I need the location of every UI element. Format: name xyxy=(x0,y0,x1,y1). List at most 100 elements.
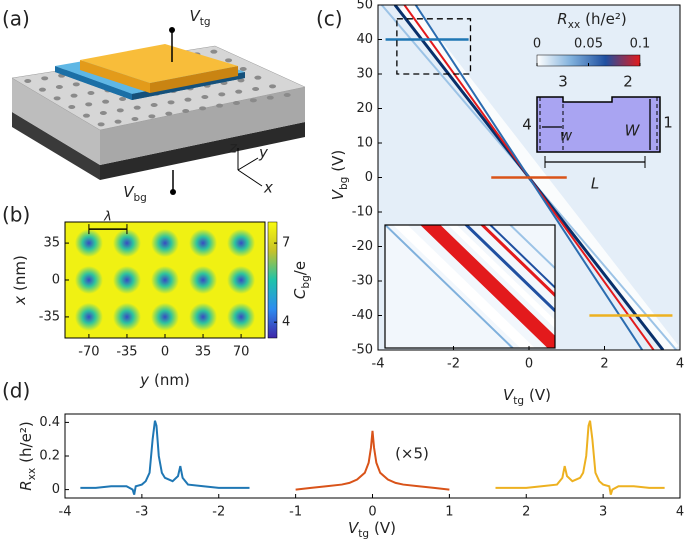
hole xyxy=(97,122,105,127)
hole xyxy=(72,82,80,87)
hole xyxy=(249,98,257,103)
label-part: bg xyxy=(338,177,350,190)
zoom-inset xyxy=(384,224,556,349)
hole xyxy=(201,95,209,99)
device-label: w xyxy=(560,127,573,145)
y-tick-label: -40 xyxy=(352,308,373,323)
axis-name: x xyxy=(263,179,273,197)
hole xyxy=(283,93,291,97)
hole xyxy=(165,111,173,116)
device-label: W xyxy=(625,122,641,140)
data-line xyxy=(80,420,250,495)
hole xyxy=(70,93,78,98)
label-part: R xyxy=(557,10,567,28)
stripe xyxy=(385,225,515,348)
x-tick-label: 1 xyxy=(445,505,453,520)
label-part: V xyxy=(123,183,135,201)
axis-label: Rxx (h/e²) xyxy=(17,421,39,490)
x-tick-label: -1 xyxy=(289,505,302,520)
x-tick-label: -4 xyxy=(372,357,385,372)
hole xyxy=(269,84,277,89)
colorbar-tick-label: 4 xyxy=(282,315,290,330)
hole xyxy=(254,75,262,80)
x-tick-label: 0 xyxy=(525,357,533,372)
axis-label: Vtg (V) xyxy=(503,386,551,408)
y-tick-label: 0 xyxy=(52,482,60,497)
label-part: tg xyxy=(200,16,211,28)
potential-dot xyxy=(112,266,141,294)
label-part: (V) xyxy=(374,519,396,537)
y-tick-label: 0 xyxy=(365,170,373,185)
x-tick-label: 0 xyxy=(161,345,169,360)
hole xyxy=(216,103,224,108)
panel-label: (c) xyxy=(316,7,343,31)
y-tick-label: -30 xyxy=(352,274,373,289)
device-schematic xyxy=(11,27,306,195)
hole xyxy=(87,91,95,95)
stripe xyxy=(420,225,555,348)
potential-dot xyxy=(189,266,218,294)
potential-dot xyxy=(112,229,141,258)
y-tick-label: -10 xyxy=(352,205,373,220)
potential-dot xyxy=(74,302,103,331)
hole xyxy=(38,87,46,92)
device-label: 3 xyxy=(558,73,568,91)
y-tick-label: 0 xyxy=(52,273,60,288)
potential-dot xyxy=(151,302,179,331)
hole xyxy=(184,97,192,102)
potential-dot xyxy=(227,229,256,258)
potential-dot xyxy=(74,229,103,258)
label-part: tg xyxy=(513,395,524,407)
device-label: 4 xyxy=(522,116,532,134)
colorbar-tick-label: 7 xyxy=(282,236,290,251)
label-part: V xyxy=(329,188,347,200)
hole xyxy=(148,114,156,119)
y-tick-label: 0.2 xyxy=(39,449,60,464)
hole xyxy=(55,85,63,89)
potential-dot xyxy=(74,266,103,294)
hole xyxy=(150,103,158,107)
label-part: (h/e²) xyxy=(17,421,35,463)
stripe xyxy=(393,225,535,348)
axis-label: Vtg (V) xyxy=(348,519,396,540)
x-tick-label: 0 xyxy=(368,505,376,520)
panel-label: (a) xyxy=(2,7,30,31)
label-part: C xyxy=(291,288,309,299)
hole xyxy=(237,78,245,83)
axis-label: x (nm) xyxy=(11,255,29,306)
axis-name: y xyxy=(258,144,269,162)
label-part: (V) xyxy=(329,150,347,172)
label-part: bg xyxy=(300,275,312,288)
hole xyxy=(167,100,175,105)
y-tick-label: 20 xyxy=(356,101,373,116)
hole xyxy=(225,58,233,63)
colorbar-tick-label: 0.05 xyxy=(574,37,603,52)
axis-label: Vtg xyxy=(189,7,210,29)
hole xyxy=(199,106,207,111)
axis-label: Vbg (V) xyxy=(329,150,351,201)
x-tick-label: -70 xyxy=(78,345,99,360)
label-part: bg xyxy=(133,192,146,204)
x-tick-label: 4 xyxy=(676,505,684,520)
hole xyxy=(131,117,139,121)
device-label: 2 xyxy=(623,73,633,91)
label-part: x xyxy=(11,296,29,306)
hole xyxy=(116,108,124,113)
panel-label: (b) xyxy=(2,203,30,227)
label-part: (h/e²) xyxy=(585,10,627,28)
hole xyxy=(133,105,141,110)
label-part: xx xyxy=(26,468,38,480)
potential-dot xyxy=(151,229,179,258)
colorbar-tick-label: 0.1 xyxy=(630,37,651,52)
hole xyxy=(235,89,243,94)
hole xyxy=(232,101,240,105)
potential-dot xyxy=(151,266,179,294)
colorbar-tick-label: 0 xyxy=(533,37,541,52)
stripe xyxy=(488,225,555,289)
y-tick-label: -20 xyxy=(352,239,373,254)
hole xyxy=(68,105,76,109)
inset-frame xyxy=(384,224,556,349)
data-line xyxy=(295,430,450,491)
hole xyxy=(82,113,90,118)
hole xyxy=(210,49,218,54)
